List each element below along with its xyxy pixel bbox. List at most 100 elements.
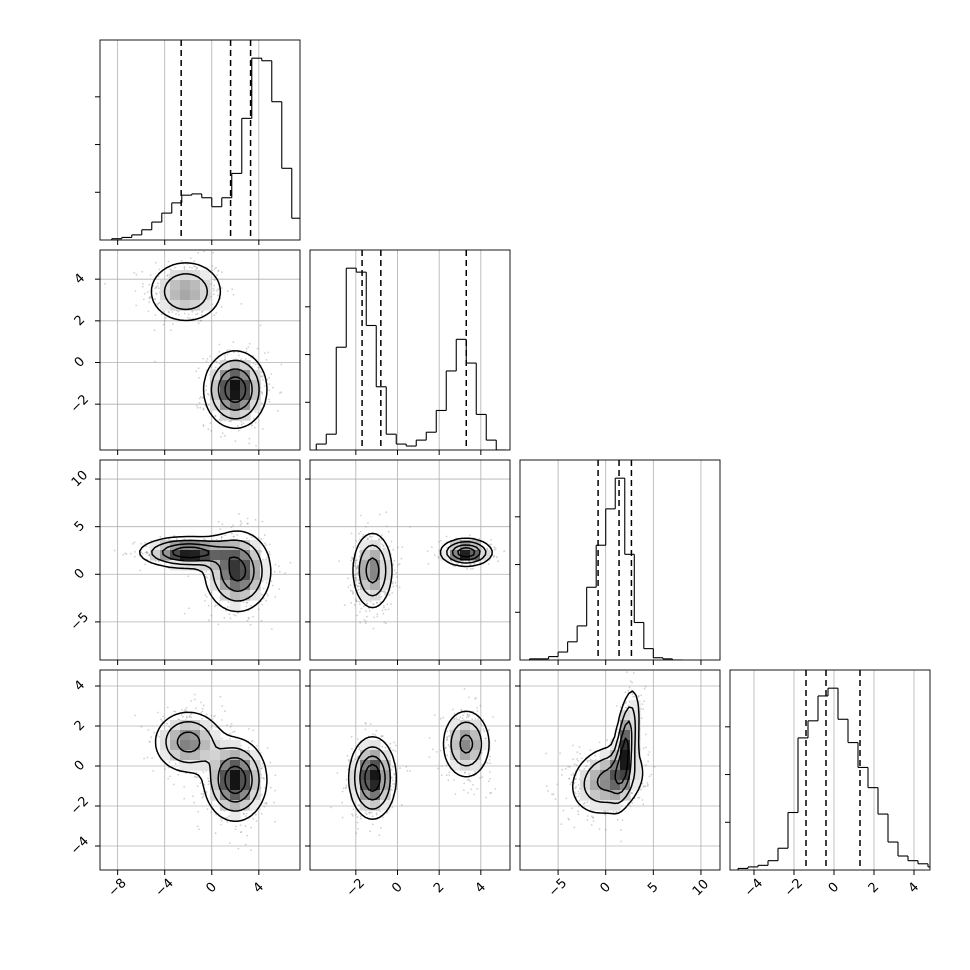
scatter-panel-2-1-point bbox=[383, 590, 386, 593]
scatter-panel-3-0-point bbox=[229, 732, 232, 735]
scatter-panel-3-1-point bbox=[370, 811, 373, 814]
scatter-panel-1-0-point bbox=[177, 310, 180, 313]
scatter-panel-2-0-density-cell bbox=[230, 570, 241, 581]
scatter-panel-3-0-point bbox=[246, 834, 249, 837]
scatter-panel-1-0-point bbox=[279, 392, 281, 394]
scatter-panel-3-0-point bbox=[211, 718, 214, 720]
scatter-panel-1-0-point bbox=[215, 360, 217, 363]
scatter-panel-1-0-point bbox=[154, 314, 157, 316]
scatter-panel-3-0-point bbox=[181, 708, 183, 711]
scatter-panel-3-1: −2 0 2 4 bbox=[305, 669, 511, 900]
scatter-panel-2-0-point bbox=[235, 614, 237, 617]
scatter-panel-3-0-point bbox=[193, 698, 196, 701]
scatter-panel-3-1-point bbox=[375, 813, 378, 816]
scatter-panel-3-1-point bbox=[374, 734, 377, 736]
scatter-panel-3-0-density-cell bbox=[180, 720, 191, 731]
scatter-panel-2-0-point bbox=[261, 520, 264, 523]
scatter-panel-3-1-point bbox=[378, 834, 381, 837]
scatter-panel-1-0-density-cell bbox=[230, 360, 241, 371]
scatter-panel-2-1-point bbox=[392, 548, 395, 551]
scatter-panel-1-0-point bbox=[228, 349, 231, 351]
scatter-panel-3-0-point bbox=[196, 825, 199, 828]
scatter-panel-1-0-point bbox=[198, 397, 201, 400]
scatter-panel-3-1-point bbox=[356, 738, 359, 740]
scatter-panel-3-0-point bbox=[193, 801, 196, 804]
scatter-panel-3-0-density-cell bbox=[250, 800, 261, 811]
scatter-panel-1-0-density-cell bbox=[170, 280, 181, 291]
scatter-panel-2-0-point bbox=[237, 612, 240, 614]
scatter-panel-2-1-point bbox=[347, 577, 350, 580]
scatter-panel-1-0-point bbox=[158, 268, 161, 271]
scatter-panel-2-1-density-cell bbox=[470, 550, 481, 561]
scatter-panel-2-1-point bbox=[356, 589, 359, 592]
scatter-panel-2-0-content bbox=[113, 513, 292, 630]
scatter-panel-3-0-point bbox=[197, 810, 200, 813]
scatter-panel-3-0-point bbox=[177, 773, 180, 776]
scatter-panel-3-0-ytick-label-2: 0 bbox=[72, 758, 88, 774]
histogram-1-bars bbox=[315, 267, 507, 450]
scatter-panel-1-0-point bbox=[213, 268, 216, 270]
scatter-panel-3-0-point bbox=[172, 783, 175, 786]
scatter-panel-3-0-density-cell bbox=[240, 750, 251, 761]
scatter-panel-1-0-point bbox=[261, 391, 263, 394]
scatter-panel-2-1-point bbox=[360, 607, 363, 610]
scatter-panel-1-0-point bbox=[228, 420, 231, 423]
scatter-panel-2-1-point bbox=[358, 581, 361, 584]
scatter-panel-1-0-contour-1 bbox=[163, 273, 260, 420]
scatter-panel-3-0-point bbox=[220, 817, 223, 820]
scatter-panel-3-0-point bbox=[224, 710, 226, 713]
scatter-panel-3-0-point bbox=[263, 805, 266, 808]
scatter-panel-2-1-point bbox=[359, 530, 362, 533]
scatter-panel-3-0-density-cell bbox=[160, 740, 171, 751]
scatter-panel-1-0-point bbox=[260, 371, 263, 373]
scatter-panel-2-0-point bbox=[159, 535, 162, 538]
scatter-panel-1-0-point bbox=[183, 312, 186, 315]
scatter-panel-1-0-point bbox=[256, 347, 259, 350]
scatter-panel-2-1-point bbox=[490, 539, 492, 541]
histogram-3-xtick-label-4: 4 bbox=[906, 880, 922, 896]
scatter-panel-1-0-point bbox=[201, 396, 204, 399]
scatter-panel-1-0-density-cell bbox=[240, 360, 251, 371]
scatter-panel-2-1-point bbox=[349, 584, 352, 587]
scatter-panel-2-1-point bbox=[347, 586, 350, 588]
scatter-panel-2-0-point bbox=[183, 612, 186, 615]
scatter-panel-1-0-point bbox=[155, 286, 158, 289]
scatter-panel-2-0-point bbox=[141, 552, 144, 555]
scatter-panel-2-0-point bbox=[240, 522, 243, 525]
scatter-panel-3-1-point bbox=[448, 774, 451, 776]
scatter-panel-1-0-point bbox=[135, 273, 138, 276]
scatter-panel-3-1-point bbox=[392, 749, 395, 751]
scatter-panel-3-1-point bbox=[369, 811, 371, 814]
scatter-panel-1-0-point bbox=[167, 260, 170, 263]
scatter-panel-2-0-point bbox=[268, 543, 271, 546]
scatter-panel-3-1-point bbox=[455, 716, 458, 719]
scatter-panel-3-1-point bbox=[453, 718, 456, 721]
scatter-panel-3-0-point bbox=[250, 740, 253, 743]
scatter-panel-2-0-contour-2 bbox=[161, 543, 255, 592]
scatter-panel-2-0-point bbox=[129, 552, 132, 555]
scatter-panel-1-0-density-cell bbox=[230, 400, 241, 411]
scatter-panel-2-1-point bbox=[356, 565, 359, 568]
scatter-panel-2-1-point bbox=[353, 604, 356, 606]
scatter-panel-3-0-point bbox=[229, 738, 232, 740]
scatter-panel-1-0-point bbox=[205, 385, 208, 387]
scatter-panel-1-0-point bbox=[257, 411, 260, 414]
scatter-panel-3-0-point bbox=[148, 740, 151, 743]
scatter-panel-1-0-point bbox=[155, 292, 157, 295]
scatter-panel-2-0-point bbox=[270, 580, 273, 583]
scatter-panel-2-1-density-cell bbox=[450, 540, 461, 551]
scatter-panel-2-0-point bbox=[247, 522, 249, 525]
scatter-panel-3-0-point bbox=[261, 767, 263, 769]
scatter-panel-1-0-point bbox=[216, 289, 218, 292]
scatter-panel-3-0-point bbox=[164, 768, 167, 770]
scatter-panel-2-1-point bbox=[493, 546, 496, 549]
scatter-panel-3-0-point bbox=[157, 711, 159, 714]
scatter-panel-2-1-point bbox=[364, 622, 367, 625]
scatter-panel-2-1-point bbox=[365, 603, 368, 605]
scatter-panel-3-0-density-cell bbox=[180, 740, 191, 751]
scatter-panel-3-1-point bbox=[372, 733, 374, 736]
scatter-panel-2-0-point bbox=[284, 572, 286, 574]
scatter-panel-2-0-point bbox=[124, 552, 127, 555]
scatter-panel-1-0-point bbox=[226, 353, 229, 356]
scatter-panel-1-0-point bbox=[217, 270, 220, 272]
